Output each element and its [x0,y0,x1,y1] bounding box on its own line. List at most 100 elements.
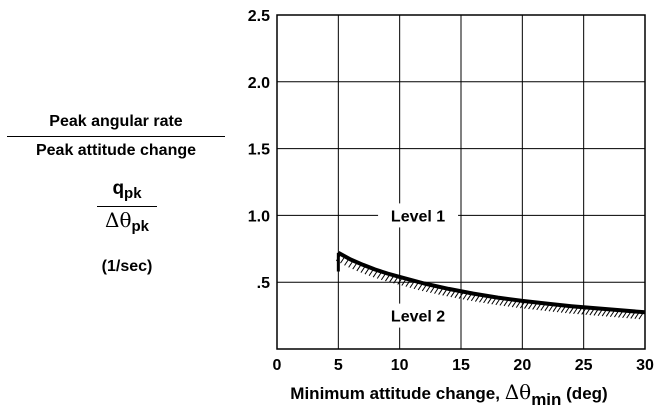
y-tick-label: 1.5 [248,142,270,159]
y-tick-label: .5 [257,275,270,292]
hatch-mark [466,293,472,301]
hatch-mark [536,303,542,311]
hatch-mark [483,296,488,304]
x-tick-label: 30 [636,357,654,374]
hatch-mark [368,269,374,277]
hatch-mark [585,308,591,316]
hatch-mark [454,291,460,299]
annotation-mask [378,203,459,228]
hatch-mark [340,256,345,264]
hatch-mark [438,288,444,295]
ratio-numerator-sub: pk [124,185,142,202]
hatch-mark [385,274,390,282]
hatch-mark [519,301,525,309]
y-tick-label: 2.0 [248,75,270,92]
hatch-mark [421,284,427,292]
hatch-mark [515,301,521,308]
hatch-mark [581,308,587,315]
x-axis-label-text: Minimum attitude change, [290,384,505,403]
y-tick-label: 2.5 [248,8,270,25]
hatch-mark [540,304,546,311]
tick-labels: 0 5 10 15 20 25 30 .5 1.0 1.5 2.0 2.5 [248,8,654,374]
x-axis-label-sub: min [531,390,562,409]
level-boundary-line [337,251,646,315]
hatch-mark [372,270,378,278]
hatch-mark [344,259,349,266]
plot-border [276,14,646,350]
hatch-mark [364,267,370,275]
hatch-mark [425,285,431,293]
x-axis-label-symbol: Δθ [504,380,532,404]
hatch-mark [626,311,632,319]
hatch-mark [552,305,558,312]
hatch-mark [614,310,619,318]
hatch-mark [511,300,517,308]
hatch-mark [630,312,636,319]
y-axis-label-divider [7,136,225,137]
hatch-mark [401,279,407,286]
ratio-fraction-bar [97,206,157,207]
x-axis-label: Minimum attitude change, Δθmin (deg) [240,380,658,410]
hatch-mark [577,307,583,315]
y-axis-label: Peak angular rate Peak attitude change [0,112,232,161]
hatch-mark [589,308,595,316]
boundary-hatch [335,254,644,320]
hatch-mark [605,310,611,317]
hatch-mark [634,312,640,320]
hatch-mark [544,304,550,312]
hatch-mark [532,303,538,310]
hatch-mark [560,306,566,313]
hatch-mark [458,292,464,299]
hatch-mark [462,293,468,300]
hatch-mark [393,277,399,284]
hatch-mark [487,297,493,304]
hatch-mark [569,307,574,314]
hatch-mark [409,281,415,289]
x-tick-label: 25 [575,357,593,374]
hatch-mark [442,289,448,296]
hatch-mark [524,302,529,309]
x-tick-label: 15 [452,357,470,374]
hatch-mark [573,307,578,315]
y-tick-label: 1.0 [248,208,270,225]
hatch-mark [503,299,509,307]
hatch-mark [548,304,554,312]
hatch-mark [380,273,386,281]
hatch-mark [470,294,476,302]
ratio-numerator-base: q [112,178,125,199]
hatch-mark [389,275,394,283]
region-label: Level 2 [391,309,445,326]
x-axis-label-unit: (deg) [561,384,608,403]
region-label: Level 1 [391,208,445,225]
hatch-mark [405,280,411,287]
ratio-denominator-symbol: Δθ [105,208,132,232]
hatch-mark [434,287,439,294]
hatch-mark [618,311,623,318]
hatch-mark [348,261,354,268]
hatch-mark [397,278,403,285]
hatch-mark [495,298,501,306]
hatch-mark [491,297,497,305]
hatch-mark [609,310,615,318]
x-tick-label: 0 [273,357,282,374]
grid [277,15,645,349]
ratio-unit: (1/sec) [101,258,153,275]
ratio-symbol: qpk Δθpk [82,178,172,239]
y-axis-label-line2: Peak attitude change [35,142,197,159]
hatch-mark [360,266,366,273]
ratio-denominator-sub: pk [131,218,149,235]
hatch-mark [479,295,484,303]
x-tick-label: 5 [334,357,343,374]
hatch-mark [417,283,423,291]
hatch-mark [356,264,362,272]
annotation-mask [378,303,459,328]
hatch-mark [507,300,513,307]
hatch-mark [528,302,533,310]
hatch-mark [474,295,480,302]
ratio-numerator: qpk [82,178,172,205]
hatch-mark [430,286,435,294]
hatch-mark [556,305,562,313]
hatch-mark [564,306,570,314]
x-tick-label: 10 [391,357,409,374]
